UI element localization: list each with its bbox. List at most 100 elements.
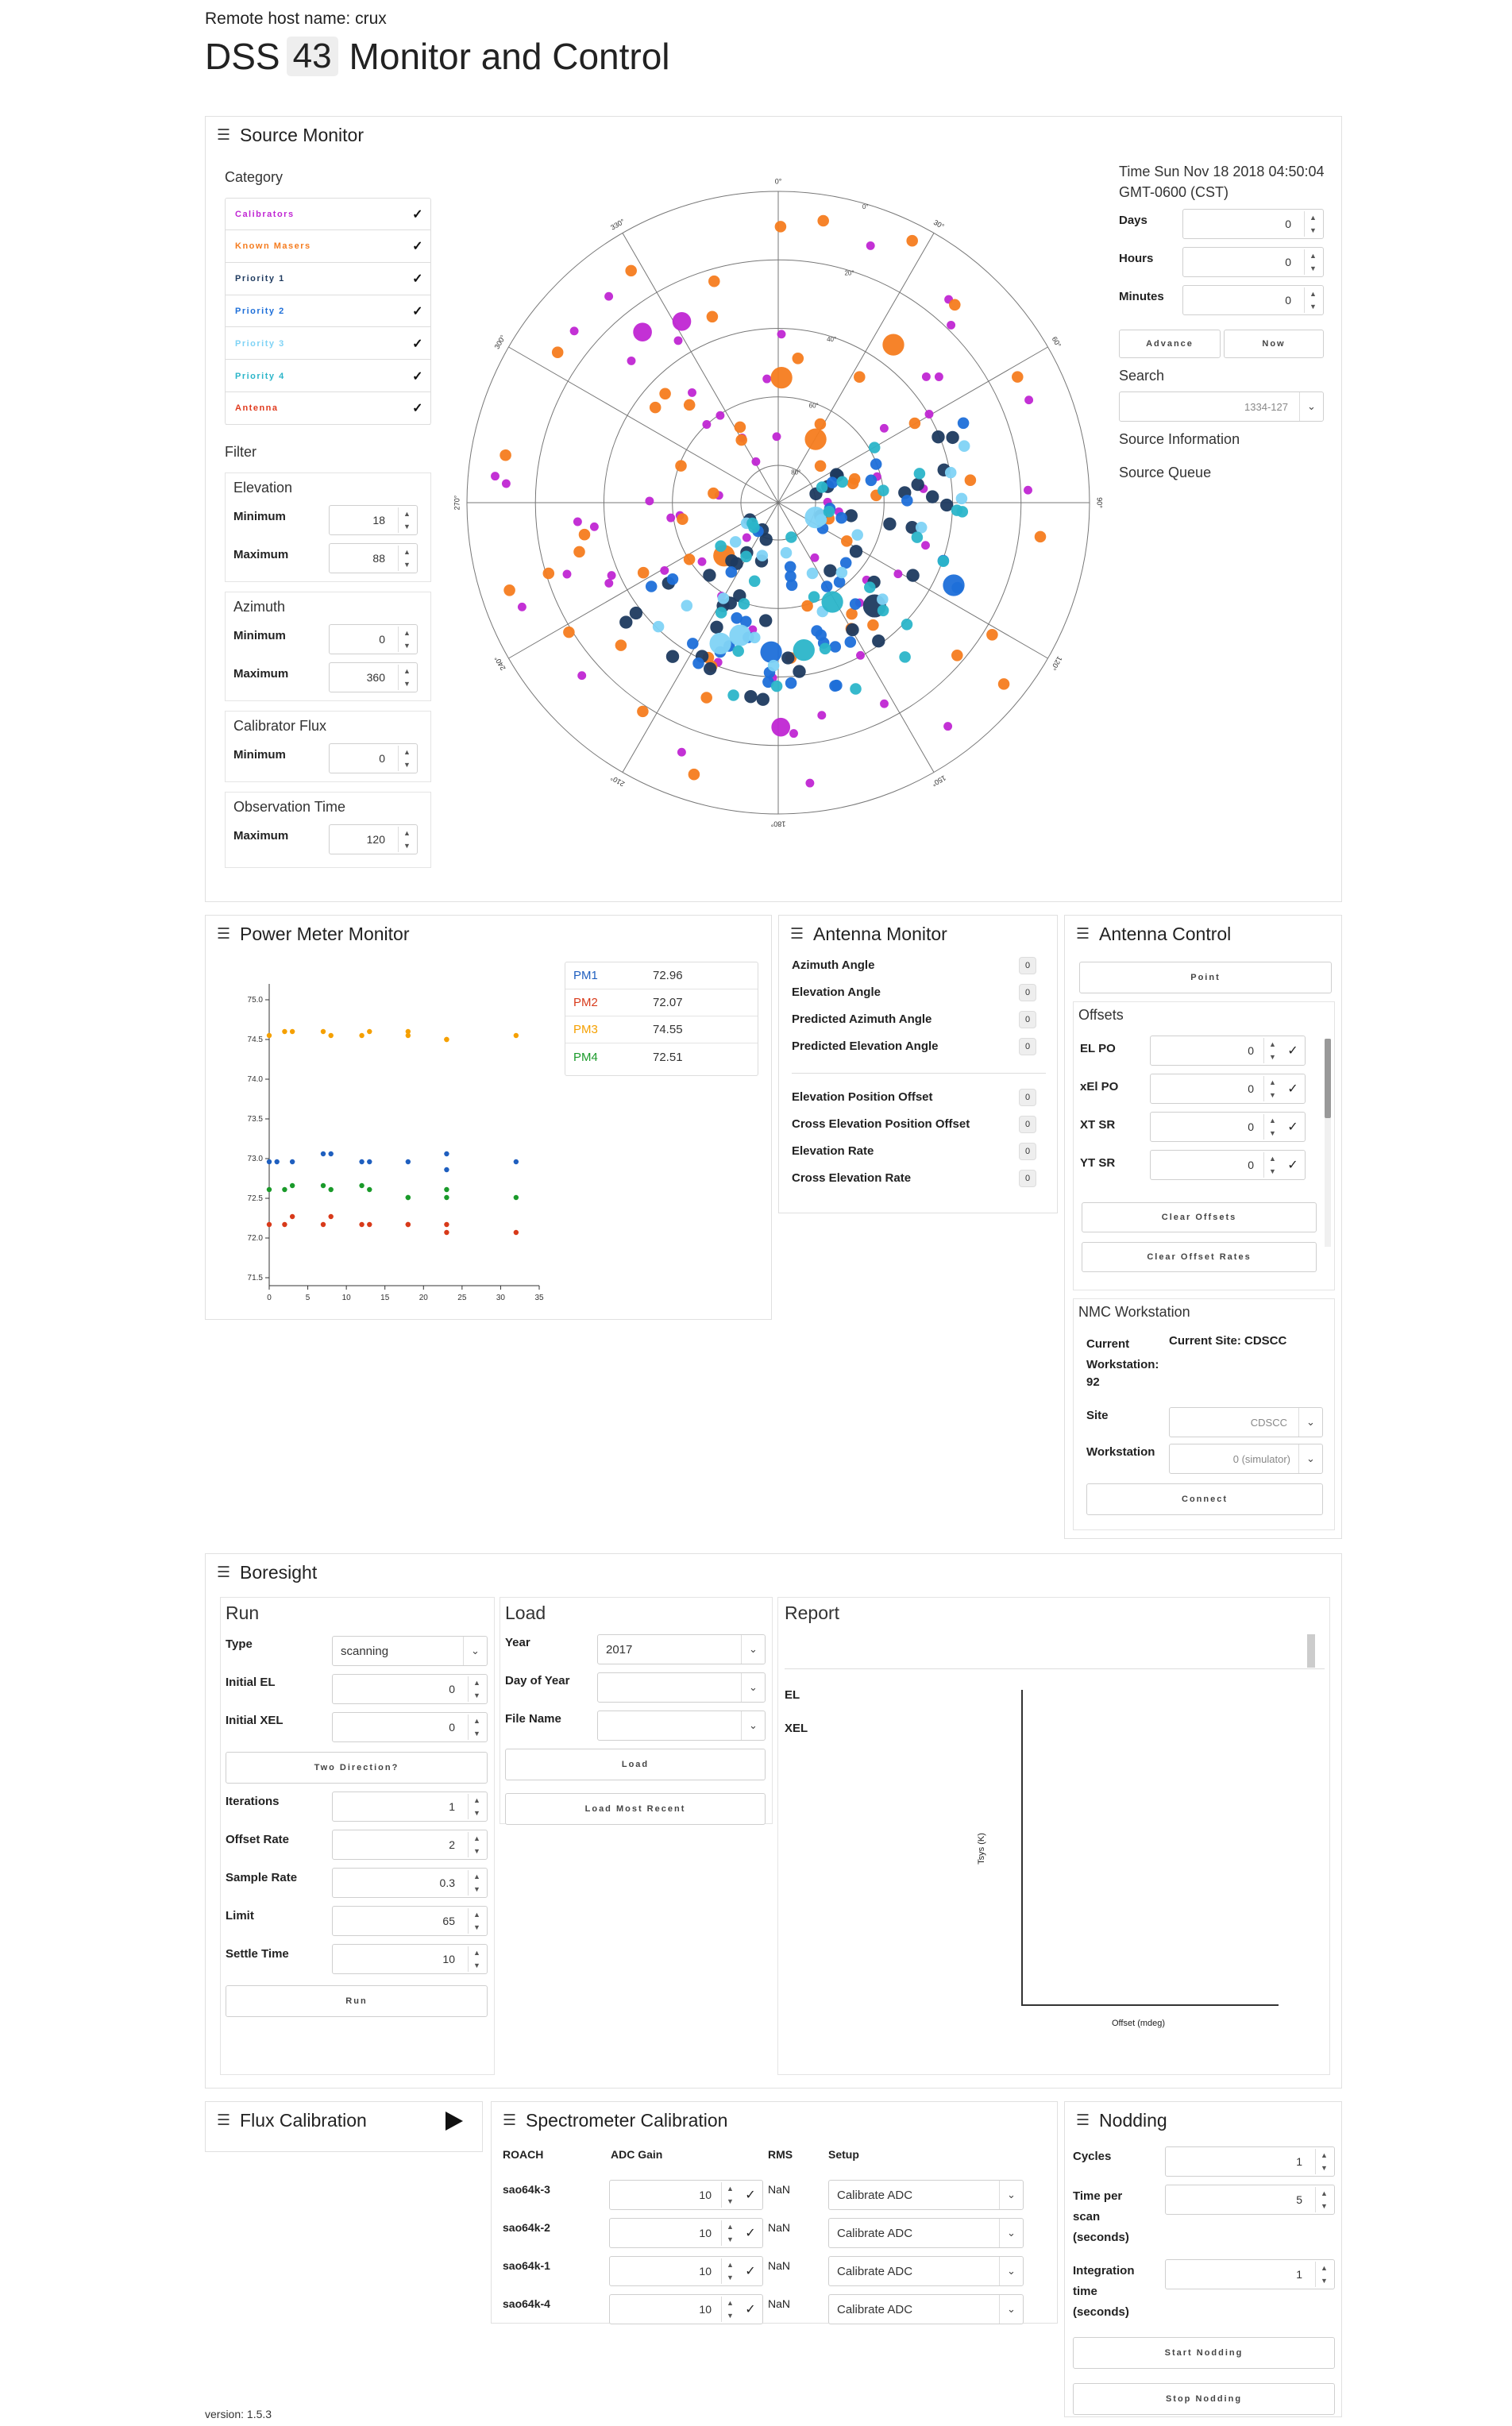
file-name-select[interactable]: ⌄ (597, 1711, 766, 1741)
source-point[interactable] (906, 569, 920, 582)
load-most-recent-button[interactable]: Load Most Recent (505, 1793, 766, 1825)
year-select[interactable]: 2017 ⌄ (597, 1634, 766, 1664)
sky-polar-plot[interactable]: 0° 30° 60° 90° 120° 150° 180° 210° 240° 270° 300° 3… (441, 161, 1116, 844)
source-point[interactable] (675, 460, 687, 472)
source-point[interactable] (604, 578, 614, 588)
source-point[interactable] (905, 521, 919, 534)
menu-icon[interactable]: ☰ (503, 2112, 517, 2129)
source-point[interactable] (946, 430, 959, 445)
source-point[interactable] (964, 474, 977, 486)
source-point[interactable] (751, 457, 761, 466)
source-point[interactable] (951, 650, 963, 661)
source-point[interactable] (806, 567, 819, 580)
source-point[interactable] (785, 531, 797, 543)
source-point[interactable] (932, 430, 945, 444)
source-point[interactable] (666, 573, 679, 585)
offset-input[interactable]: 0 ▲ ▼ ✓ (1150, 1112, 1306, 1142)
source-point[interactable] (659, 388, 671, 400)
source-point[interactable] (607, 571, 616, 580)
source-point[interactable] (849, 545, 863, 558)
source-point[interactable] (847, 477, 859, 490)
source-point[interactable] (789, 729, 798, 739)
source-point[interactable] (759, 614, 773, 627)
chevron-down-icon[interactable]: ⌄ (999, 2295, 1023, 2324)
source-point[interactable] (652, 620, 665, 633)
stepper-icon[interactable]: ▲ ▼ (1263, 1038, 1281, 1063)
source-point[interactable] (868, 442, 881, 453)
source-point[interactable] (762, 374, 772, 384)
source-point[interactable] (846, 607, 858, 620)
stepper-icon[interactable]: ▲ ▼ (1315, 2149, 1333, 2174)
stepper-icon[interactable]: ▲ ▼ (1304, 211, 1321, 237)
chevron-down-icon[interactable]: ⌄ (1299, 392, 1323, 421)
source-point[interactable] (759, 533, 773, 546)
load-button[interactable]: Load (505, 1749, 766, 1780)
source-point[interactable] (551, 346, 564, 358)
source-point[interactable] (870, 458, 882, 470)
type-select[interactable]: scanning ⌄ (332, 1636, 488, 1666)
stepper-icon[interactable]: ▲ ▼ (721, 2220, 739, 2246)
source-point[interactable] (729, 624, 751, 646)
category-item[interactable]: Priority 1 ✓ (226, 264, 430, 295)
source-point[interactable] (856, 650, 865, 660)
source-point[interactable] (819, 642, 831, 655)
source-point[interactable] (563, 626, 575, 638)
category-item[interactable]: Antenna ✓ (226, 393, 430, 425)
source-point[interactable] (774, 221, 787, 233)
stop-nodding-button[interactable]: Stop Nodding (1073, 2383, 1335, 2415)
source-point[interactable] (703, 569, 716, 582)
source-point[interactable] (986, 629, 998, 641)
source-point[interactable] (578, 528, 591, 541)
source-point[interactable] (716, 411, 725, 420)
source-point[interactable] (756, 692, 770, 706)
source-point[interactable] (748, 575, 761, 588)
source-point[interactable] (660, 565, 669, 575)
source-point[interactable] (742, 533, 751, 542)
menu-icon[interactable]: ☰ (1076, 2112, 1090, 2129)
initial-xel-input[interactable]: 0 ▲ ▼ (332, 1712, 488, 1742)
source-point[interactable] (824, 564, 837, 577)
stepper-icon[interactable]: ▲ ▼ (398, 665, 415, 690)
source-point[interactable] (681, 600, 693, 611)
setup-select[interactable]: Calibrate ADC ⌄ (828, 2256, 1024, 2286)
category-item[interactable]: Known Masers ✓ (226, 231, 430, 263)
source-point[interactable] (665, 650, 680, 663)
source-point[interactable] (1012, 371, 1024, 383)
iterations-input[interactable]: 1 ▲ ▼ (332, 1792, 488, 1822)
antenna-monitor-header[interactable]: ☰ Antenna Monitor (790, 924, 947, 944)
source-point[interactable] (883, 517, 897, 530)
source-point[interactable] (770, 680, 783, 692)
source-point[interactable] (1034, 530, 1047, 543)
check-icon[interactable]: ✓ (745, 2303, 756, 2316)
offset-input[interactable]: 0 ▲ ▼ ✓ (1150, 1150, 1306, 1180)
stepper-icon[interactable]: ▲ ▼ (1315, 2187, 1333, 2212)
source-point[interactable] (816, 481, 828, 493)
stepper-icon[interactable]: ▲ ▼ (398, 507, 415, 533)
source-point[interactable] (692, 657, 704, 669)
source-point[interactable] (729, 536, 742, 548)
stepper-icon[interactable]: ▲ ▼ (1304, 287, 1321, 313)
now-button[interactable]: Now (1224, 330, 1324, 358)
offset-input[interactable]: 0 ▲ ▼ ✓ (1150, 1074, 1306, 1104)
source-point[interactable] (708, 487, 719, 499)
source-point[interactable] (815, 514, 827, 526)
start-nodding-button[interactable]: Start Nodding (1073, 2337, 1335, 2369)
source-point[interactable] (880, 699, 889, 708)
source-point[interactable] (785, 579, 798, 592)
source-point[interactable] (814, 418, 827, 430)
minutes-input[interactable]: 0 ▲ ▼ (1182, 285, 1324, 315)
source-point[interactable] (542, 567, 555, 580)
stepper-icon[interactable]: ▲ ▼ (1263, 1076, 1281, 1101)
point-button[interactable]: Point (1079, 962, 1332, 993)
source-point[interactable] (810, 553, 820, 562)
source-point[interactable] (615, 639, 627, 651)
source-point[interactable] (913, 468, 926, 480)
nodding-header[interactable]: ☰ Nodding (1076, 2110, 1167, 2131)
source-point[interactable] (687, 638, 699, 650)
stepper-icon[interactable]: ▲ ▼ (398, 627, 415, 652)
report-text-area[interactable] (785, 1631, 1325, 1669)
stepper-icon[interactable]: ▲ ▼ (468, 1794, 485, 1819)
source-point[interactable] (915, 522, 928, 534)
source-point[interactable] (735, 434, 747, 446)
source-point[interactable] (947, 320, 956, 330)
